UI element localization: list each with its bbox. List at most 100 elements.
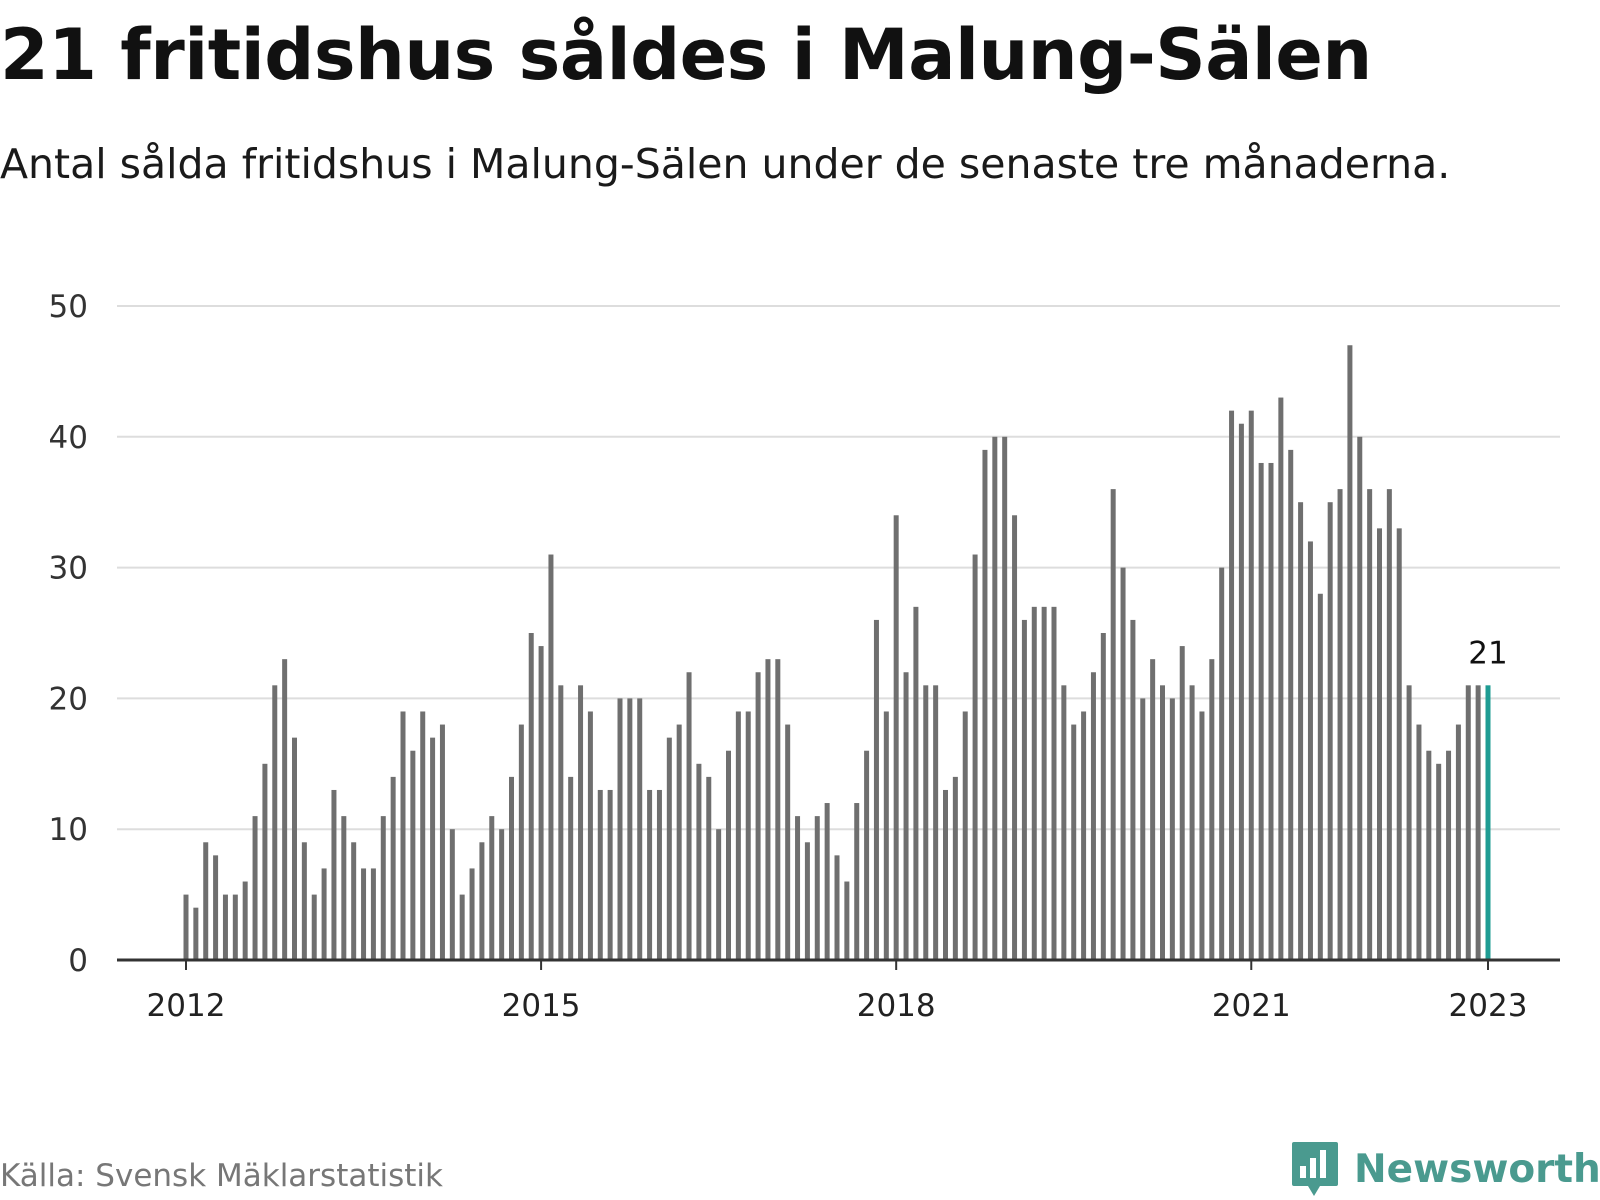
bar bbox=[706, 776, 712, 960]
bar bbox=[1229, 410, 1235, 960]
bar bbox=[222, 894, 228, 960]
bar bbox=[1317, 593, 1323, 960]
bar bbox=[420, 711, 426, 960]
bar bbox=[272, 685, 278, 960]
bar bbox=[824, 803, 830, 960]
bar bbox=[1100, 633, 1106, 960]
bar bbox=[1081, 711, 1087, 960]
bar bbox=[1327, 502, 1333, 960]
bar bbox=[1416, 724, 1422, 960]
bar bbox=[873, 619, 879, 960]
x-tick-label: 2015 bbox=[502, 988, 581, 1024]
x-tick-label: 2021 bbox=[1212, 988, 1291, 1024]
y-tick-label: 20 bbox=[49, 681, 88, 717]
bar bbox=[509, 776, 514, 960]
bar-chart-speech-bubble-icon bbox=[1292, 1142, 1338, 1196]
bar bbox=[1357, 436, 1363, 960]
bar bbox=[351, 842, 357, 960]
bar bbox=[1120, 567, 1126, 960]
bar bbox=[1041, 606, 1047, 960]
bar bbox=[1031, 606, 1037, 960]
y-tick-label: 30 bbox=[49, 551, 88, 587]
bar bbox=[321, 868, 327, 960]
bar bbox=[1160, 685, 1165, 960]
brand-name: Newsworthy bbox=[1354, 1146, 1600, 1192]
bar bbox=[943, 789, 948, 960]
x-tick-label: 2018 bbox=[857, 988, 936, 1024]
bar bbox=[449, 829, 455, 960]
bar bbox=[1209, 659, 1215, 960]
bar bbox=[1012, 515, 1018, 960]
bar bbox=[400, 711, 406, 960]
bar bbox=[775, 659, 781, 960]
bar bbox=[1268, 462, 1274, 960]
bar bbox=[735, 711, 741, 960]
bar bbox=[578, 685, 584, 960]
bar-highlight bbox=[1485, 685, 1491, 960]
data-label-last: 21 bbox=[1468, 635, 1507, 671]
bar bbox=[548, 554, 554, 960]
bar bbox=[410, 750, 416, 960]
bar bbox=[972, 554, 978, 960]
bar bbox=[1446, 750, 1452, 960]
bar bbox=[1021, 619, 1027, 960]
bar bbox=[844, 881, 850, 960]
y-axis: 0 10 20 30 40 50 bbox=[49, 289, 88, 979]
bar bbox=[1248, 410, 1254, 960]
bar bbox=[370, 868, 376, 960]
bar bbox=[1169, 698, 1175, 960]
bar bbox=[765, 659, 771, 960]
bar bbox=[1386, 489, 1392, 960]
x-tick-label: 2023 bbox=[1449, 988, 1528, 1024]
bar bbox=[1199, 711, 1205, 960]
bar bbox=[301, 842, 307, 960]
bar bbox=[568, 776, 574, 960]
bar bbox=[499, 829, 505, 960]
bar bbox=[1061, 685, 1067, 960]
bar bbox=[1238, 423, 1244, 961]
y-tick-label: 50 bbox=[49, 289, 88, 325]
bar bbox=[933, 685, 939, 960]
bar bbox=[1140, 698, 1146, 960]
y-tick-label: 40 bbox=[49, 420, 88, 456]
bar bbox=[528, 633, 534, 960]
bar bbox=[311, 894, 317, 960]
x-tick-label: 2012 bbox=[147, 988, 226, 1024]
bar bbox=[1396, 528, 1402, 960]
bar bbox=[913, 606, 919, 960]
bar bbox=[1377, 528, 1382, 960]
bar bbox=[1367, 489, 1373, 960]
bar bbox=[804, 842, 810, 960]
bar bbox=[1347, 345, 1353, 960]
bar bbox=[292, 737, 297, 960]
bar bbox=[439, 724, 445, 960]
bar bbox=[203, 842, 209, 960]
bar bbox=[647, 789, 653, 960]
bar bbox=[745, 711, 751, 960]
bar bbox=[716, 829, 722, 960]
bar bbox=[1090, 672, 1096, 960]
bar bbox=[262, 763, 268, 960]
bar-series bbox=[183, 345, 1491, 961]
bar bbox=[1307, 541, 1313, 960]
bar bbox=[1002, 436, 1008, 960]
bar bbox=[666, 737, 672, 960]
bar bbox=[982, 449, 988, 960]
bar bbox=[607, 789, 613, 960]
bar bbox=[1179, 646, 1185, 960]
bar bbox=[380, 816, 386, 960]
bar bbox=[637, 698, 643, 960]
bar bbox=[1436, 763, 1442, 960]
bar bbox=[1455, 724, 1461, 960]
bar bbox=[1288, 449, 1294, 960]
bar bbox=[252, 816, 258, 960]
bar bbox=[893, 515, 899, 960]
bar bbox=[962, 711, 968, 960]
bar bbox=[232, 894, 238, 960]
bar bbox=[459, 894, 465, 960]
y-tick-label: 10 bbox=[49, 812, 88, 848]
bar bbox=[282, 659, 288, 960]
bar bbox=[213, 855, 219, 960]
bar bbox=[1298, 502, 1304, 960]
